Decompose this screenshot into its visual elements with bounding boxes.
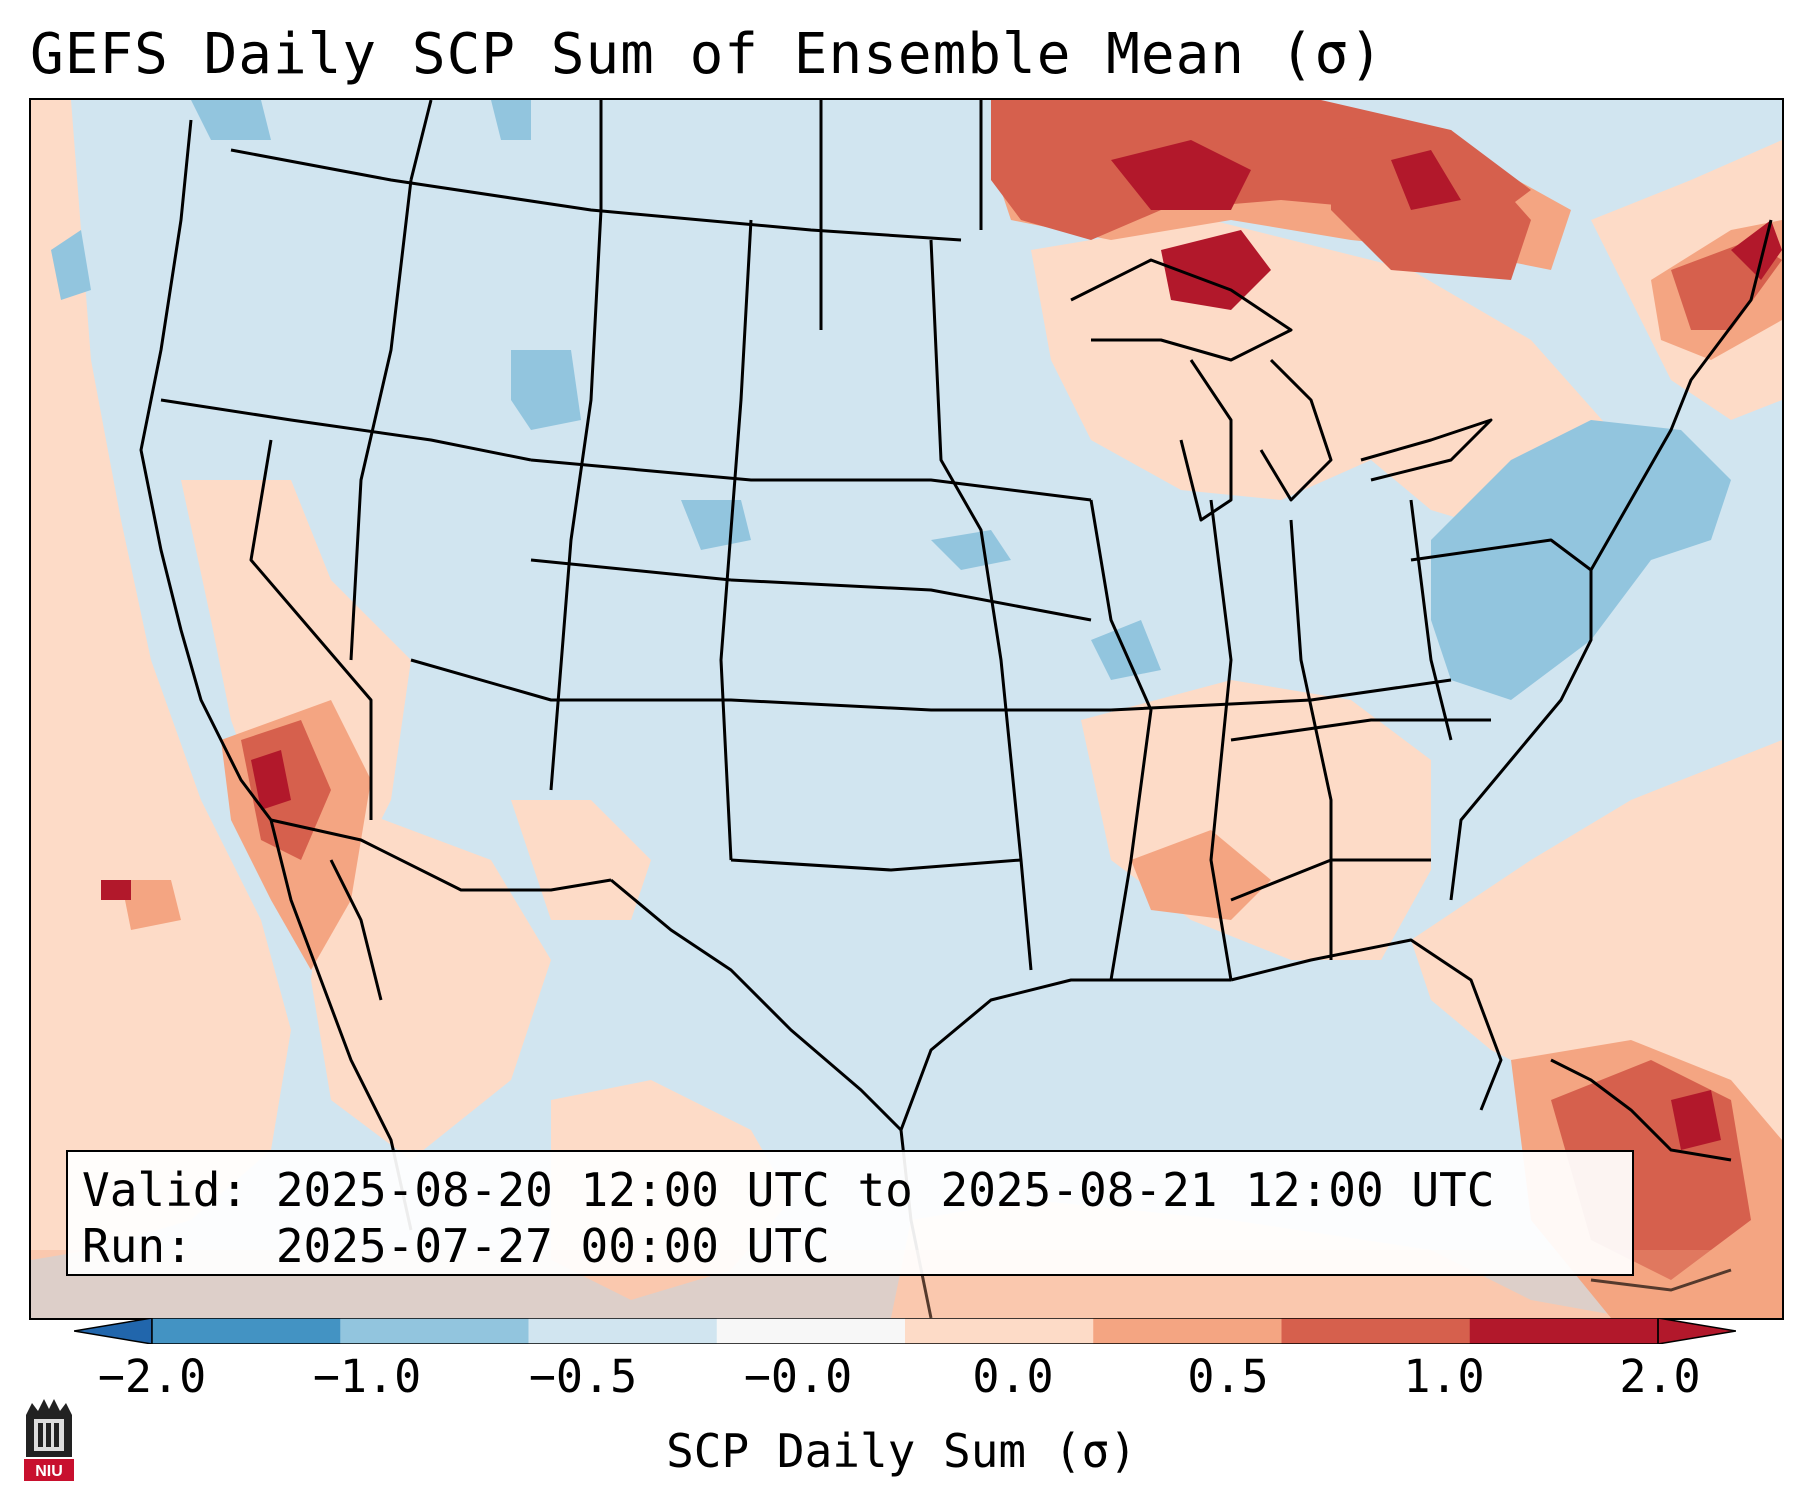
positive-anomaly-strong <box>241 100 1782 1280</box>
colorbar-tick-label: −1.0 <box>312 1350 422 1403</box>
validity-info-box: Valid: 2025-08-20 12:00 UTC to 2025-08-2… <box>66 1150 1634 1276</box>
negative-anomaly-medium <box>51 100 1731 700</box>
colorbar-tick-label: −2.0 <box>97 1350 207 1403</box>
colorbar <box>74 1318 1736 1344</box>
valid-time-line: Valid: 2025-08-20 12:00 UTC to 2025-08-2… <box>82 1163 1495 1217</box>
colorbar-tick-label: 1.0 <box>1403 1350 1485 1403</box>
colorbar-label: SCP Daily Sum (σ) <box>666 1424 1137 1478</box>
colorbar-tick-label: 2.0 <box>1619 1350 1701 1403</box>
run-time-line: Run: 2025-07-27 00:00 UTC <box>82 1219 830 1273</box>
niu-logo-icon: NIU <box>24 1399 74 1481</box>
colorbar-segment <box>716 1318 906 1344</box>
map-canvas <box>31 100 1782 1318</box>
colorbar-segment <box>1281 1318 1471 1344</box>
colorbar-tick-label: 0.5 <box>1187 1350 1269 1403</box>
colorbar-segment <box>340 1318 529 1344</box>
colorbar-tick-label: −0.5 <box>528 1350 638 1403</box>
colorbar-extend-high <box>1657 1318 1736 1344</box>
colorbar-segment <box>152 1318 341 1344</box>
colorbar-outline <box>151 1318 1659 1344</box>
map-panel <box>29 98 1784 1320</box>
colorbar-segment <box>905 1318 1094 1344</box>
colorbar-segment <box>1469 1318 1659 1344</box>
logo-text: NIU <box>35 1463 63 1480</box>
colorbar-segment <box>528 1318 718 1344</box>
colorbar-segments <box>152 1318 1659 1344</box>
colorbar-tick-label: 0.0 <box>972 1350 1054 1403</box>
colorbar-segment <box>1093 1318 1282 1344</box>
state-borders <box>139 100 1773 1132</box>
chart-title: GEFS Daily SCP Sum of Ensemble Mean (σ) <box>30 22 1384 87</box>
colorbar-tick-label: −0.0 <box>743 1350 853 1403</box>
colorbar-extend-low <box>74 1318 153 1344</box>
positive-anomaly-max <box>101 140 1782 1150</box>
